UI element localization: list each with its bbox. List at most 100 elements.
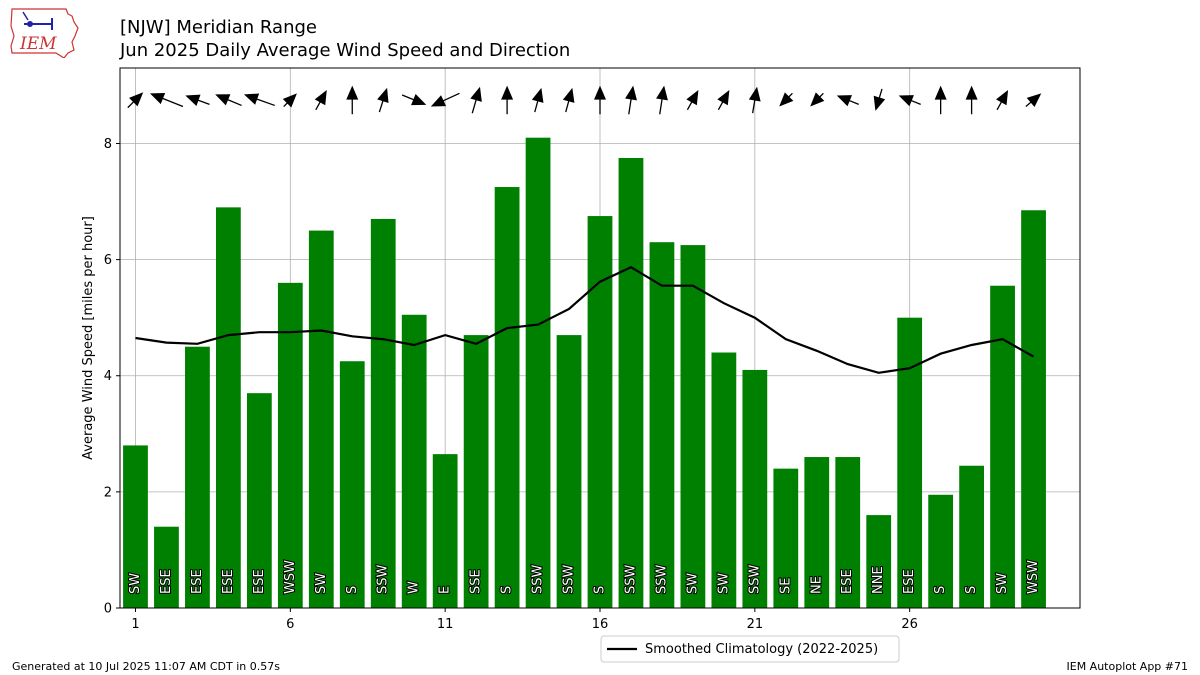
bar-day-13 [494,187,520,608]
x-tick-label: 1 [131,617,139,632]
wind-arrow-day-30 [1025,93,1042,108]
generated-footer: Generated at 10 Jul 2025 11:07 AM CDT in… [12,660,280,673]
wind-arrow-day-13 [501,85,514,115]
direction-label: SSW [562,564,577,594]
wind-arrow-day-7 [314,90,327,111]
bar-day-11 [432,454,458,608]
wind-arrow-day-16 [594,85,606,115]
legend: Smoothed Climatology (2022-2025) [600,635,900,663]
logo-text: IEM [19,34,57,54]
direction-label: SE [778,578,793,594]
wind-arrow-day-25 [873,88,886,111]
wind-arrow-day-19 [686,90,699,111]
direction-label: NNE [871,566,886,594]
wind-arrow-day-3 [185,94,210,106]
direction-label: S [500,586,515,594]
direction-label: SW [128,573,143,594]
wind-arrow-day-8 [346,85,359,115]
bar-day-6 [277,282,303,608]
direction-label: E [438,586,453,594]
direction-label: SSW [654,564,669,594]
wind-arrow-day-24 [836,95,859,107]
wind-arrow-day-12 [470,86,482,114]
direction-label: SW [685,573,700,594]
y-axis-label: Average Wind Speed [miles per hour] [81,216,96,460]
bar-day-30 [1021,210,1046,609]
bar-day-16 [587,216,613,608]
direction-label: SSW [376,564,391,594]
y-tick-label: 8 [104,137,112,152]
wind-arrow-day-22 [779,92,794,107]
bar-day-15 [556,335,582,608]
direction-label: NE [809,576,824,594]
wind-arrow-day-17 [625,85,637,115]
direction-label: ESE [159,569,174,594]
bar-day-20 [711,352,737,608]
direction-label: W [407,581,422,594]
app-footer: IEM Autoplot App #71 [1066,660,1189,673]
direction-label: SSW [531,564,546,594]
direction-label: S [933,586,948,594]
wind-arrow-day-26 [898,95,921,107]
bar-day-12 [463,335,489,608]
y-tick-label: 6 [104,253,112,268]
x-tick-label: 21 [747,617,764,632]
direction-label: WSW [1026,560,1041,594]
direction-label: SW [716,573,731,594]
bar-day-10 [401,314,427,608]
bar-day-27 [928,494,954,608]
direction-label: ESE [902,569,917,594]
direction-label: ESE [252,569,267,594]
direction-label: SW [314,573,329,594]
bar-day-25 [866,515,892,608]
direction-label: SW [995,573,1010,594]
legend-box [600,635,900,663]
bar-day-2 [154,526,179,608]
wind-arrows [127,85,1042,115]
bar-day-28 [959,465,984,608]
bar-day-26 [897,317,923,608]
direction-label: WSW [283,560,298,594]
bar-day-17 [618,158,644,608]
direction-label: ESE [840,569,855,594]
bar-day-4 [216,207,241,608]
chart-subtitle: Jun 2025 Daily Average Wind Speed and Di… [120,40,571,61]
x-tick-label: 26 [901,617,918,632]
wind-arrow-day-21 [748,86,761,114]
bar-day-22 [773,468,799,608]
bar-day-5 [246,393,272,608]
direction-label: SSW [747,564,762,594]
wind-arrow-day-4 [215,94,242,107]
wind-arrow-day-10 [401,94,427,106]
bar-day-14 [525,137,551,608]
y-tick-label: 0 [104,602,112,617]
wind-arrow-day-6 [282,93,297,108]
bar-day-3 [185,346,210,608]
wind-arrow-day-28 [965,85,978,115]
bar-day-19 [680,245,706,608]
direction-label: ESE [221,569,236,594]
iem-logo: IEM [10,8,79,58]
direction-label: ESE [190,569,205,594]
bar-day-24 [835,457,861,608]
wind-arrow-day-20 [717,90,730,111]
wind-arrow-day-15 [562,87,575,113]
bar-day-23 [804,457,830,608]
direction-label: S [964,586,979,594]
wind-arrow-day-2 [149,92,184,108]
wind-arrow-day-9 [377,87,389,113]
wind-arrow-day-18 [656,85,668,115]
bars [123,137,1046,609]
wind-arrow-day-5 [243,93,275,107]
bar-day-18 [649,242,675,608]
bar-day-7 [308,230,334,609]
direction-label: SSW [623,564,638,594]
climatology-line [135,265,1035,374]
wind-arrow-day-29 [996,90,1009,111]
x-tick-label: 11 [437,617,454,632]
wind-arrow-day-23 [810,92,825,107]
bar-day-1 [123,445,148,608]
direction-label: SSE [469,569,484,594]
